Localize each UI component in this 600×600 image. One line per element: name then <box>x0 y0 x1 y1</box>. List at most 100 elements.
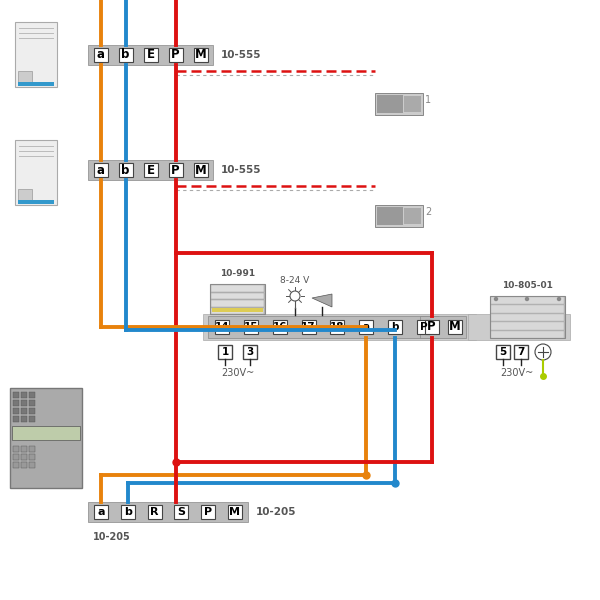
Bar <box>227 505 242 519</box>
Bar <box>218 345 232 359</box>
Bar <box>490 296 565 338</box>
Bar <box>242 345 257 359</box>
Text: 230V~: 230V~ <box>500 368 533 378</box>
Bar <box>21 416 27 422</box>
Bar <box>375 93 423 115</box>
Text: a: a <box>362 322 370 332</box>
Bar <box>13 446 19 452</box>
Bar <box>88 502 248 522</box>
Bar <box>203 314 476 340</box>
Text: P: P <box>171 49 180 61</box>
Bar <box>404 96 421 112</box>
Text: 1: 1 <box>425 95 431 105</box>
Bar <box>425 320 439 334</box>
Bar <box>88 160 213 180</box>
Bar <box>13 392 19 398</box>
Bar <box>29 408 35 414</box>
Bar <box>13 416 19 422</box>
Bar <box>94 505 109 519</box>
Bar <box>201 505 215 519</box>
Text: 15: 15 <box>244 322 259 332</box>
Bar <box>18 82 54 86</box>
Bar <box>331 320 344 334</box>
Text: 18: 18 <box>330 322 344 332</box>
Text: S: S <box>178 507 185 517</box>
Text: M: M <box>194 163 206 176</box>
Bar <box>18 71 32 83</box>
Bar <box>15 140 57 205</box>
Bar <box>491 314 564 321</box>
Bar <box>18 200 54 204</box>
Text: b: b <box>121 163 130 176</box>
Circle shape <box>557 298 560 301</box>
Text: b: b <box>124 507 132 517</box>
Bar <box>143 163 157 177</box>
Text: 2: 2 <box>425 207 431 217</box>
Text: 8-24 V: 8-24 V <box>280 276 310 285</box>
Text: 10-205: 10-205 <box>93 532 131 542</box>
Text: 10-555: 10-555 <box>221 165 262 175</box>
Bar <box>21 446 27 452</box>
Bar <box>491 331 564 338</box>
Text: 7: 7 <box>517 347 524 357</box>
Text: M: M <box>229 507 240 517</box>
Bar <box>448 320 461 334</box>
Bar <box>29 400 35 406</box>
Bar <box>21 454 27 460</box>
Bar <box>21 408 27 414</box>
Bar <box>18 189 32 201</box>
Bar <box>29 462 35 468</box>
Bar <box>302 320 316 334</box>
Bar <box>375 205 423 227</box>
Text: R: R <box>151 507 159 517</box>
Text: b: b <box>391 322 398 332</box>
Text: 10-991: 10-991 <box>220 269 255 278</box>
Text: 10-555: 10-555 <box>221 50 262 60</box>
Bar <box>420 316 466 338</box>
Bar <box>211 285 264 292</box>
Bar <box>12 426 80 440</box>
Text: P: P <box>171 163 180 176</box>
Text: 14: 14 <box>215 322 230 332</box>
Text: a: a <box>97 49 104 61</box>
Text: 10-805-01: 10-805-01 <box>502 281 553 290</box>
Bar <box>169 48 182 62</box>
Text: 1: 1 <box>222 347 229 357</box>
Bar <box>211 300 264 307</box>
Bar <box>491 322 564 329</box>
Bar <box>468 314 570 340</box>
Text: 5: 5 <box>499 347 506 357</box>
Bar <box>377 207 403 225</box>
Bar <box>29 416 35 422</box>
Circle shape <box>535 344 551 360</box>
Bar <box>21 462 27 468</box>
Text: P: P <box>420 322 427 332</box>
Bar <box>21 400 27 406</box>
Bar <box>193 48 208 62</box>
Bar <box>29 392 35 398</box>
Bar <box>416 320 431 334</box>
Bar <box>148 505 161 519</box>
Text: P: P <box>204 507 212 517</box>
Text: 3: 3 <box>246 347 253 357</box>
Bar <box>13 454 19 460</box>
Bar <box>169 163 182 177</box>
Bar <box>143 48 157 62</box>
Bar <box>211 292 264 299</box>
Text: M: M <box>449 320 460 334</box>
Bar <box>404 208 421 224</box>
Bar <box>211 307 264 314</box>
Bar <box>491 297 564 304</box>
Bar <box>29 446 35 452</box>
Text: b: b <box>121 49 130 61</box>
Bar <box>215 320 229 334</box>
Bar <box>15 22 57 87</box>
Bar <box>212 308 263 312</box>
Bar <box>13 408 19 414</box>
Text: 230V~: 230V~ <box>221 368 254 378</box>
Bar <box>121 505 135 519</box>
Circle shape <box>526 298 529 301</box>
Bar <box>10 388 82 488</box>
Text: E: E <box>146 49 155 61</box>
Bar <box>193 163 208 177</box>
